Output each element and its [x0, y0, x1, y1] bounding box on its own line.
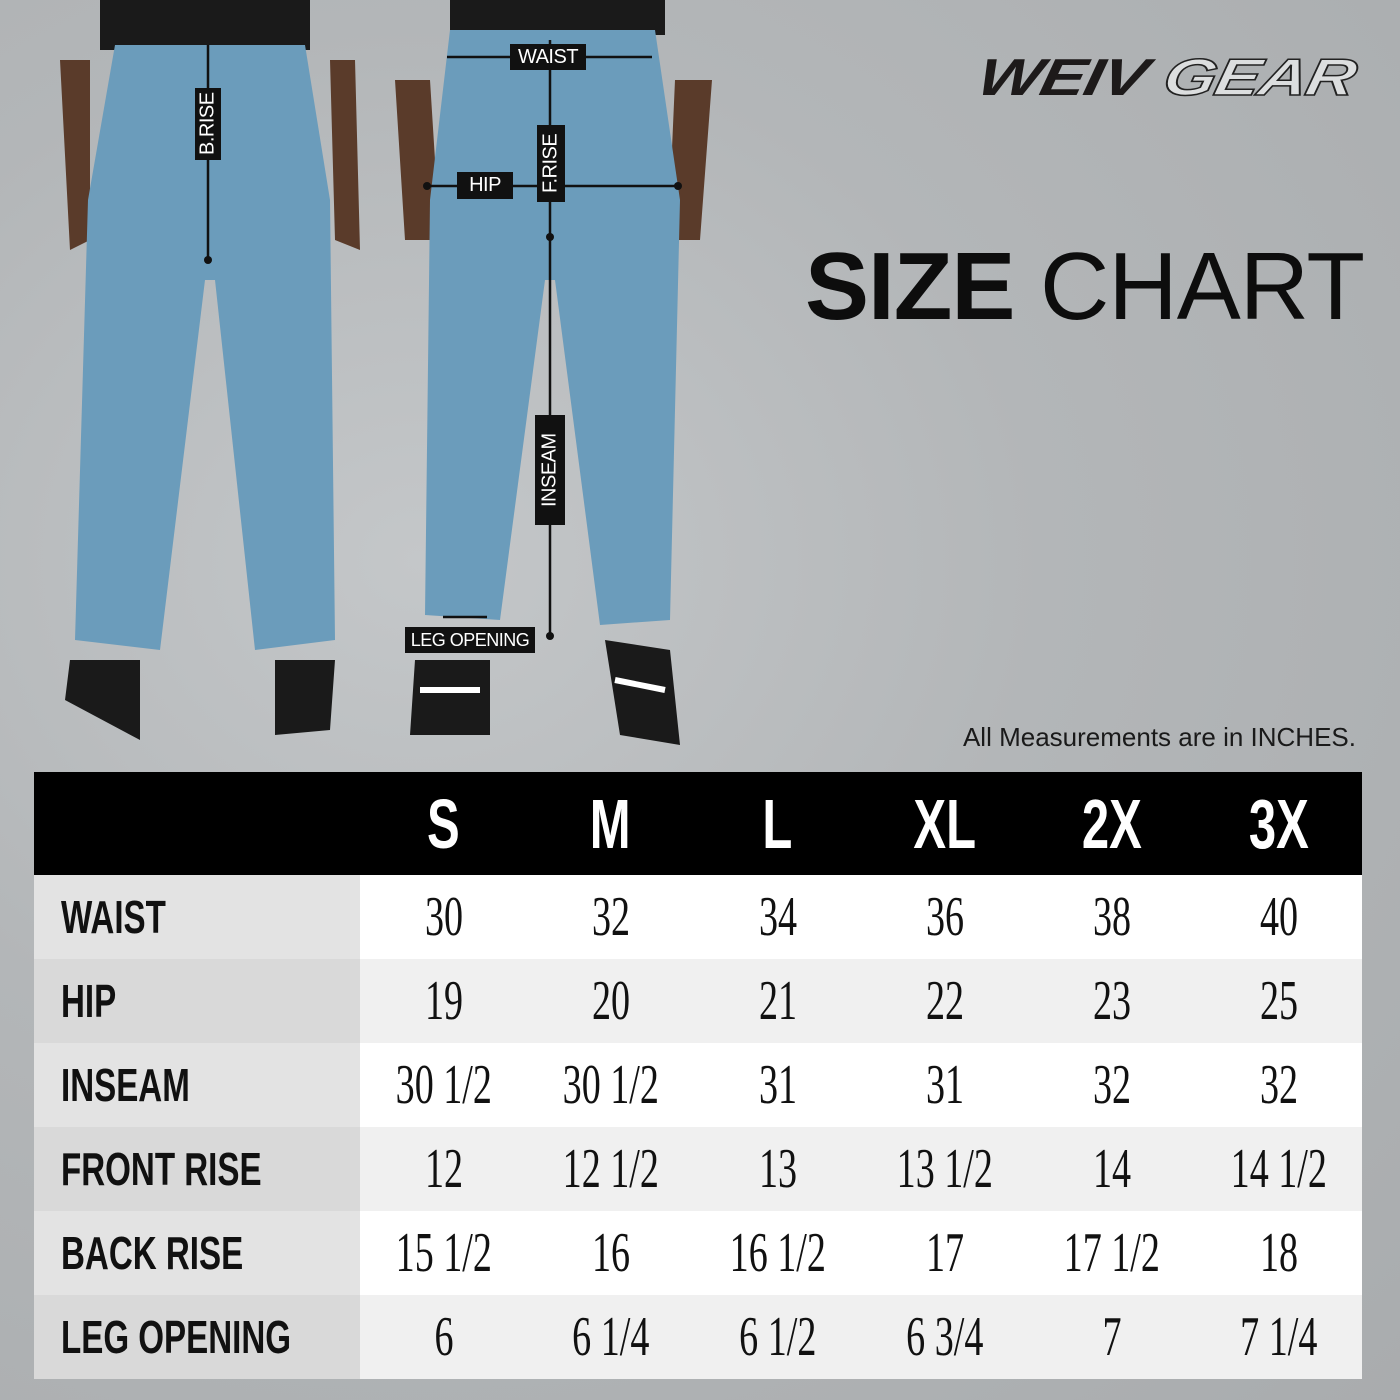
table-cell: 7 — [1028, 1295, 1195, 1379]
pants-illustration — [60, 0, 712, 745]
row-label: FRONT RISE — [34, 1127, 360, 1211]
table-cell: 16 1/2 — [694, 1211, 861, 1295]
table-cell: 32 — [1028, 1043, 1195, 1127]
back-rise-label: B.RISE — [195, 88, 221, 160]
table-cell: 14 — [1028, 1127, 1195, 1211]
units-note: All Measurements are in INCHES. — [962, 722, 1356, 752]
table-cell: 14 1/2 — [1195, 1127, 1362, 1211]
table-cell: 12 — [360, 1127, 527, 1211]
table-row: LEG OPENING 6 6 1/4 6 1/2 6 3/4 7 7 1/4 — [34, 1295, 1362, 1379]
table-cell: 30 1/2 — [527, 1043, 694, 1127]
table-cell: 30 — [360, 875, 527, 959]
size-header: M — [590, 784, 631, 863]
row-label: WAIST — [34, 875, 360, 959]
size-header: 2X — [1081, 784, 1142, 863]
table-cell: 12 1/2 — [527, 1127, 694, 1211]
logo-text-outline: GEAR — [1157, 48, 1361, 108]
table-cell: 6 3/4 — [861, 1295, 1028, 1379]
row-label: INSEAM — [34, 1043, 360, 1127]
waist-label: WAIST — [510, 44, 586, 70]
size-table: S M L XL 2X 3X WAIST 30 32 34 36 38 40 HIP 19 20 2… — [34, 772, 1362, 1379]
table-cell: 20 — [527, 959, 694, 1043]
table-cell: 30 1/2 — [360, 1043, 527, 1127]
table-cell: 38 — [1028, 875, 1195, 959]
table-cell: 32 — [1195, 1043, 1362, 1127]
model-photo: WAIST B.RISE HIP F.RISE INSEAM LEG OPENI… — [0, 0, 760, 760]
table-row: INSEAM 30 1/2 30 1/2 31 31 32 32 — [34, 1043, 1362, 1127]
logo-text-bold: WEIV — [972, 49, 1153, 107]
table-cell: 40 — [1195, 875, 1362, 959]
table-cell: 21 — [694, 959, 861, 1043]
hip-label: HIP — [457, 172, 513, 199]
table-row: FRONT RISE 12 12 1/2 13 13 1/2 14 14 1/2 — [34, 1127, 1362, 1211]
row-label: BACK RISE — [34, 1211, 360, 1295]
table-row: HIP 19 20 21 22 23 25 — [34, 959, 1362, 1043]
table-cell: 31 — [861, 1043, 1028, 1127]
table-cell: 17 — [861, 1211, 1028, 1295]
table-cell: 17 1/2 — [1028, 1211, 1195, 1295]
table-cell: 7 1/4 — [1195, 1295, 1362, 1379]
table-cell: 16 — [527, 1211, 694, 1295]
size-header: L — [762, 784, 793, 863]
table-cell: 19 — [360, 959, 527, 1043]
inseam-label: INSEAM — [535, 415, 565, 525]
size-header: S — [427, 784, 460, 863]
size-header: 3X — [1248, 784, 1309, 863]
table-cell: 36 — [861, 875, 1028, 959]
table-cell: 32 — [527, 875, 694, 959]
table-cell: 15 1/2 — [360, 1211, 527, 1295]
table-cell: 6 1/2 — [694, 1295, 861, 1379]
row-label: HIP — [34, 959, 360, 1043]
table-row: BACK RISE 15 1/2 16 16 1/2 17 17 1/2 18 — [34, 1211, 1362, 1295]
table-cell: 34 — [694, 875, 861, 959]
brand-logo: WEIV GEAR — [972, 48, 1361, 108]
page-title: SIZE CHART — [805, 233, 1365, 340]
table-cell: 13 1/2 — [861, 1127, 1028, 1211]
table-cell: 13 — [694, 1127, 861, 1211]
leg-opening-label: LEG OPENING — [405, 627, 535, 653]
table-cell: 22 — [861, 959, 1028, 1043]
table-cell: 6 1/4 — [527, 1295, 694, 1379]
table-cell: 25 — [1195, 959, 1362, 1043]
front-rise-label: F.RISE — [537, 125, 565, 202]
table-cell: 18 — [1195, 1211, 1362, 1295]
table-row: WAIST 30 32 34 36 38 40 — [34, 875, 1362, 959]
table-cell: 6 — [360, 1295, 527, 1379]
row-label: LEG OPENING — [34, 1295, 360, 1379]
table-cell: 23 — [1028, 959, 1195, 1043]
table-header: S M L XL 2X 3X — [34, 772, 1362, 875]
table-cell: 31 — [694, 1043, 861, 1127]
size-header: XL — [913, 784, 976, 863]
